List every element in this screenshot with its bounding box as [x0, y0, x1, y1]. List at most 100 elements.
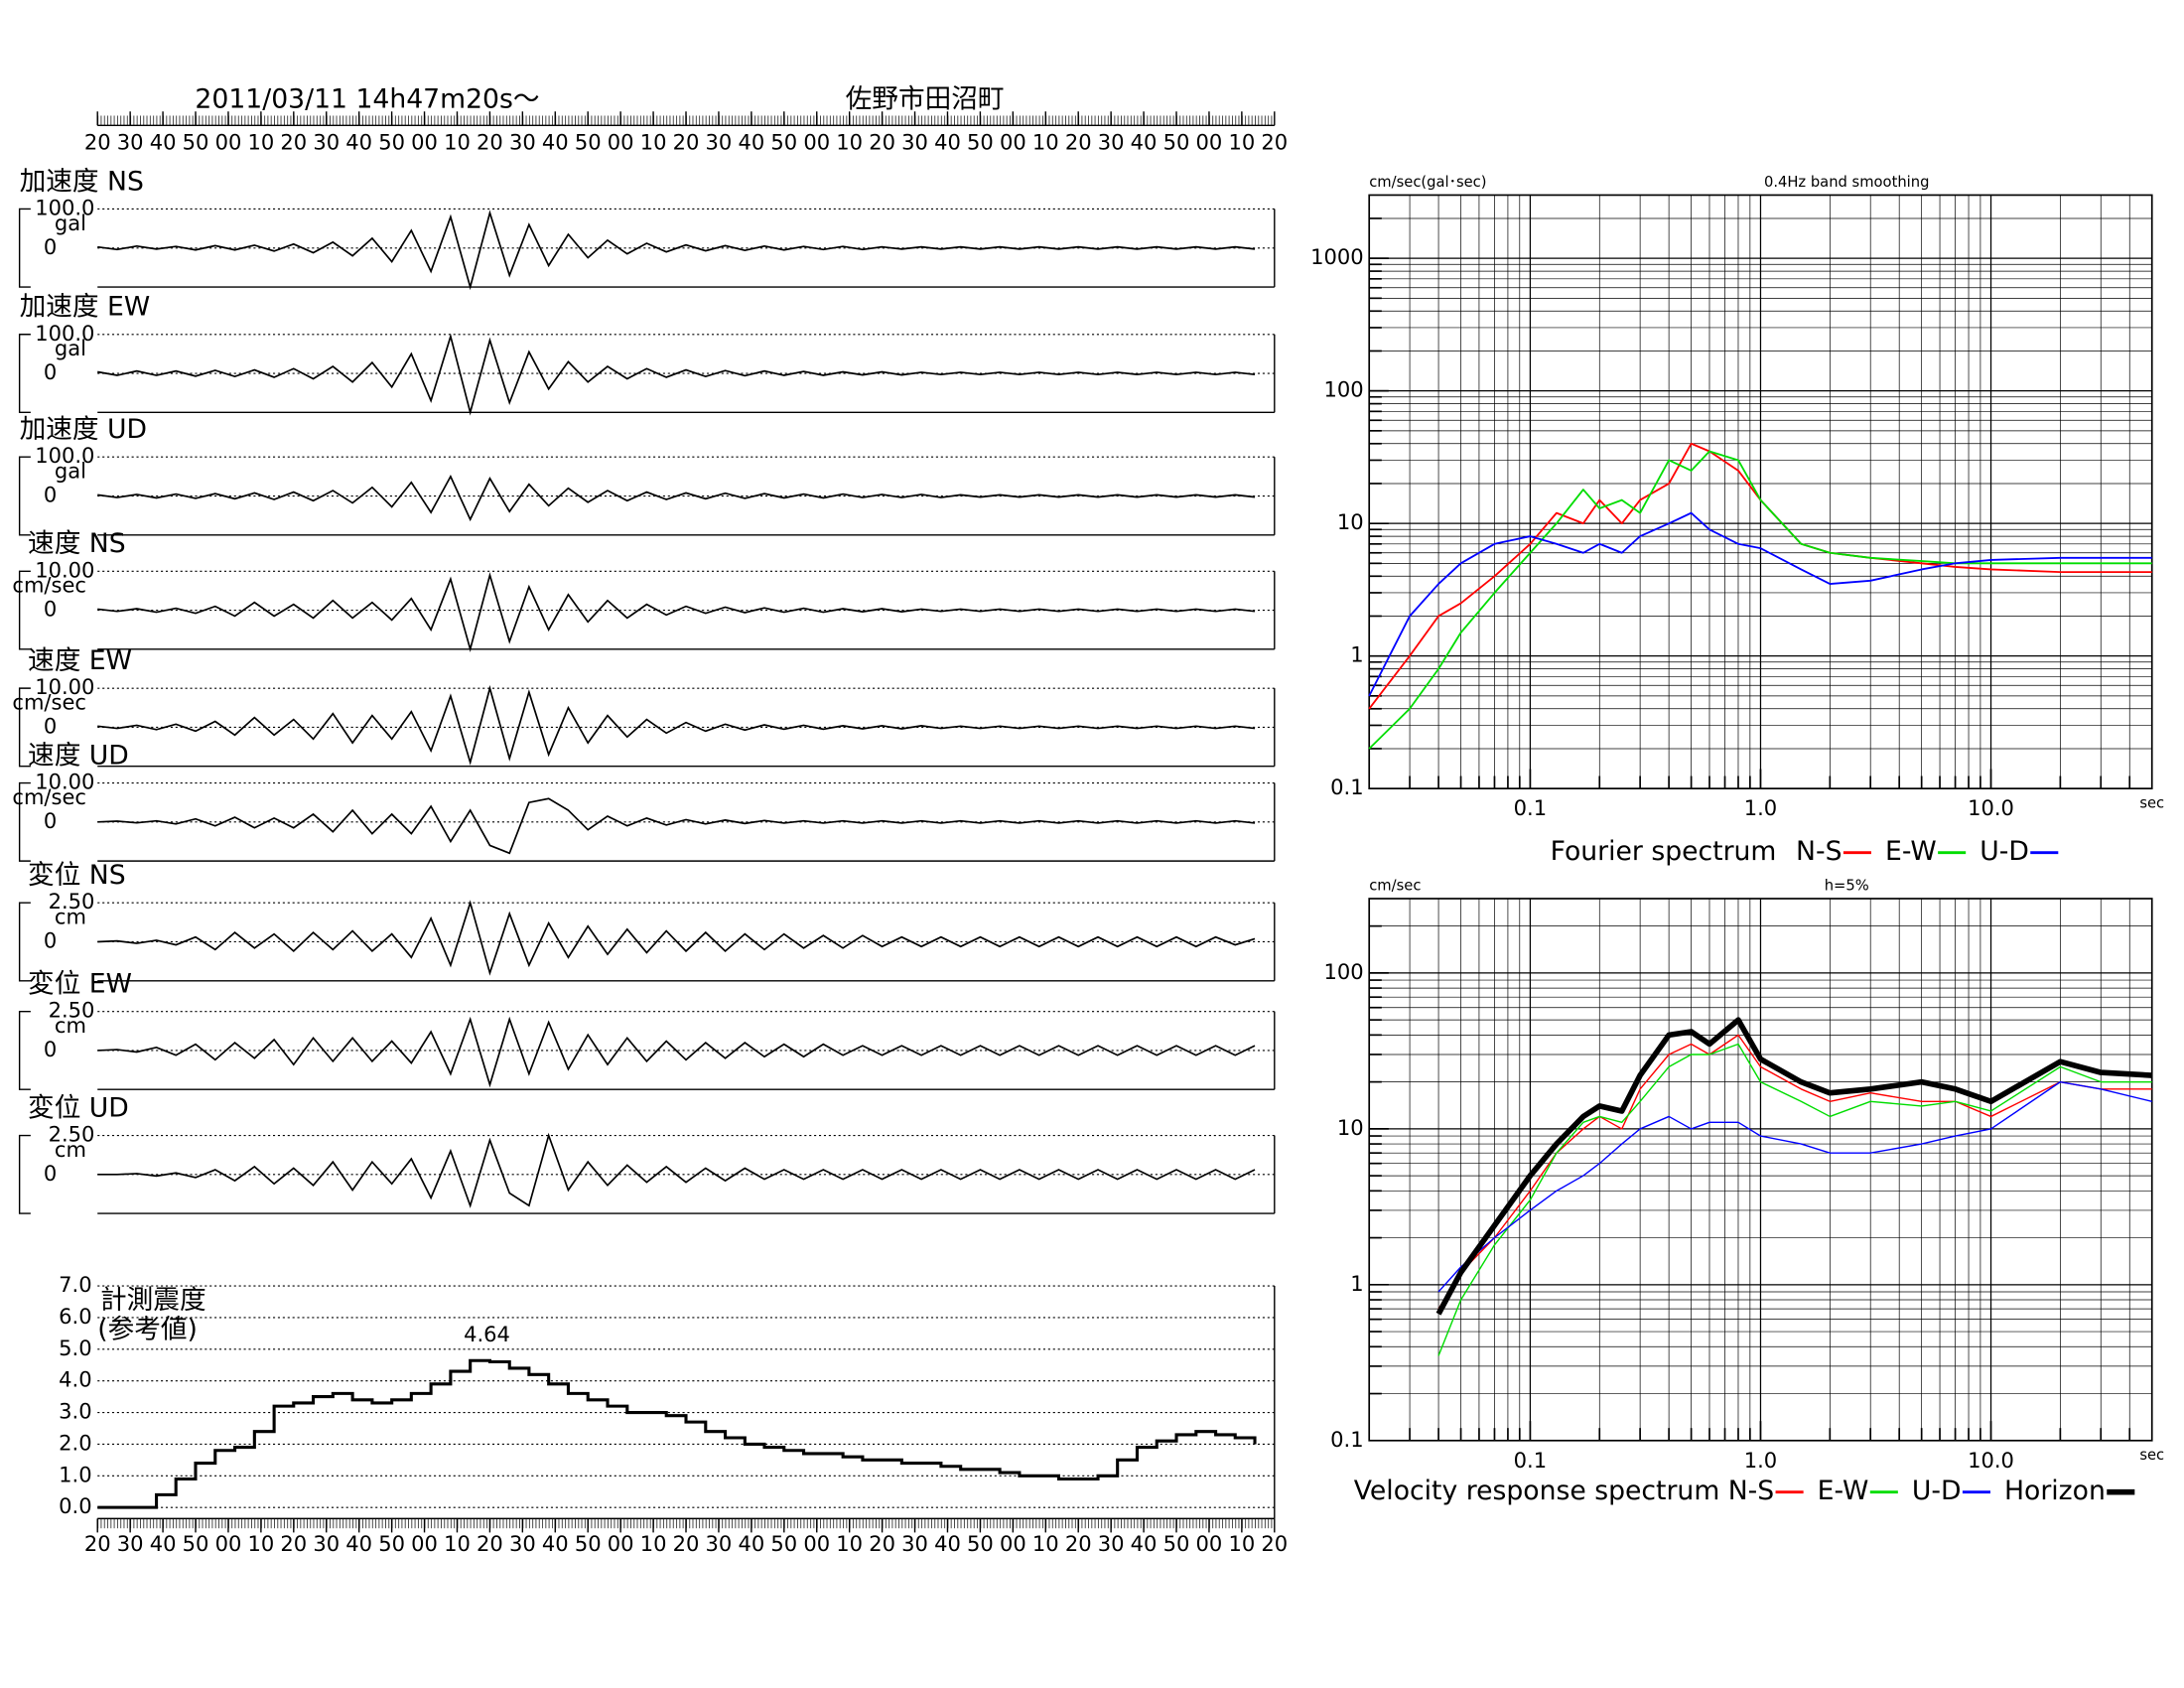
x-tick-label: 40 [1131, 1531, 1158, 1556]
x-tick-label: 20 [280, 1531, 307, 1556]
trace-bracket [18, 687, 31, 768]
legend-title: Fourier spectrum [1551, 836, 1777, 867]
y-tick-label: 5.0 [59, 1336, 91, 1360]
intensity-line [97, 1358, 1257, 1509]
unit-label: cm/sec [12, 573, 86, 598]
x-tick-label: 20 [280, 130, 307, 155]
y-tick-label: 2.50 [49, 998, 95, 1023]
trace-bracket [18, 570, 31, 650]
waveform [97, 797, 1256, 855]
trace-label: 速度 EW [28, 645, 132, 676]
x-tick-label: 50 [770, 1531, 797, 1556]
x-tick-label: 10 [836, 130, 863, 155]
x-tick-label: 50 [378, 1531, 405, 1556]
y-tick-label: 100.0 [35, 443, 94, 468]
y-tick-label: 1 [1350, 1271, 1363, 1296]
x-tick-label: 50 [967, 1531, 994, 1556]
x-tick-label: 30 [313, 130, 340, 155]
x-tick-label: 10 [1228, 130, 1255, 155]
x-tick-label: 00 [411, 1531, 438, 1556]
x-tick-label: 00 [1196, 130, 1223, 155]
chart-subtitle: 0.4Hz band smoothing [1764, 174, 1929, 191]
y-tick-label: 0.0 [59, 1493, 91, 1518]
trace-bracket [18, 902, 31, 982]
y-tick-label: 0.1 [1330, 774, 1363, 799]
x-tick-label: 50 [770, 130, 797, 155]
x-tick-label: 40 [738, 130, 764, 155]
y-tick-label: 2.50 [49, 889, 95, 914]
x-tick-label: 40 [542, 130, 569, 155]
x-tick-label: 0.1 [1514, 1448, 1547, 1473]
x-tick-label: 00 [1196, 1531, 1223, 1556]
chart-title: 計測震度 [100, 1285, 206, 1316]
y-tick-label: 0 [44, 927, 57, 952]
x-tick-label: 10 [640, 130, 667, 155]
x-tick-label: 10 [444, 1531, 471, 1556]
x-tick-label: 50 [378, 130, 405, 155]
y-tick-label: 0 [44, 597, 57, 622]
x-tick-label: 40 [934, 1531, 961, 1556]
x-tick-label: 50 [967, 130, 994, 155]
y-tick-label: 10 [1337, 1115, 1364, 1140]
legend-label: N-S [1796, 836, 1842, 867]
x-tick-label: 10 [1228, 1531, 1255, 1556]
x-tick-label: 50 [183, 130, 209, 155]
y-tick-label: 0 [44, 808, 57, 833]
y-tick-label: 10 [1337, 509, 1364, 534]
x-tick-label: 20 [1261, 130, 1288, 155]
y-tick-label: 100 [1323, 377, 1363, 402]
x-tick-label: 30 [706, 130, 733, 155]
y-tick-label: 3.0 [59, 1399, 91, 1424]
x-tick-label: 00 [803, 1531, 830, 1556]
x-tick-label: 30 [1098, 1531, 1125, 1556]
x-tick-label: 40 [150, 130, 177, 155]
x-tick-label: 10 [1032, 130, 1059, 155]
waveform [97, 474, 1256, 522]
unit-label: cm [55, 1137, 86, 1162]
y-tick-label: 0.1 [1330, 1427, 1363, 1452]
waveform [97, 684, 1256, 766]
chart-subtitle: (参考値) [97, 1314, 198, 1344]
unit-label: gal [55, 336, 86, 360]
x-tick-label: 1.0 [1744, 1448, 1777, 1473]
y-tick-label: 0 [44, 234, 57, 259]
trace-bracket [18, 1134, 31, 1214]
trace-label: 加速度 NS [20, 166, 144, 197]
trace-label: 変位 UD [28, 1092, 129, 1123]
x-tick-label: 10 [247, 1531, 274, 1556]
x-tick-label: 20 [477, 130, 503, 155]
spectrum-line [1368, 442, 2152, 710]
x-tick-label: 10 [836, 1531, 863, 1556]
x-tick-label: 30 [117, 1531, 144, 1556]
trace-label: 速度 NS [28, 528, 126, 559]
trace-bracket [18, 781, 31, 862]
unit-label: cm [55, 905, 86, 929]
waveform [97, 572, 1256, 653]
trace-bracket [18, 456, 31, 536]
trace-bracket [18, 208, 31, 288]
station-name: 佐野市田沼町 [846, 84, 1005, 115]
y-tick-label: 1000 [1310, 244, 1364, 269]
unit-label: cm [55, 1013, 86, 1038]
waveform [97, 333, 1256, 416]
waveform [97, 1016, 1256, 1088]
x-tick-label: 00 [411, 130, 438, 155]
x-tick-label: 40 [934, 130, 961, 155]
legend-label: N-S [1728, 1476, 1774, 1506]
legend-title: Velocity response spectrum [1354, 1476, 1720, 1506]
waveform [97, 900, 1256, 976]
unit-label: gal [55, 459, 86, 484]
y-tick-label: 0 [44, 483, 57, 507]
x-axis-label: sec [2139, 1447, 2164, 1464]
x-tick-label: 10.0 [1968, 1448, 2014, 1473]
legend-label: Horizon [2004, 1476, 2106, 1506]
waveform [97, 1132, 1256, 1208]
x-tick-label: 50 [1163, 130, 1190, 155]
record-datetime: 2011/03/11 14h47m20s〜 [195, 84, 539, 115]
peak-label: 4.64 [464, 1322, 510, 1346]
x-tick-label: 10.0 [1968, 795, 2014, 820]
x-tick-label: 30 [1098, 130, 1125, 155]
legend-label: E-W [1885, 836, 1937, 867]
